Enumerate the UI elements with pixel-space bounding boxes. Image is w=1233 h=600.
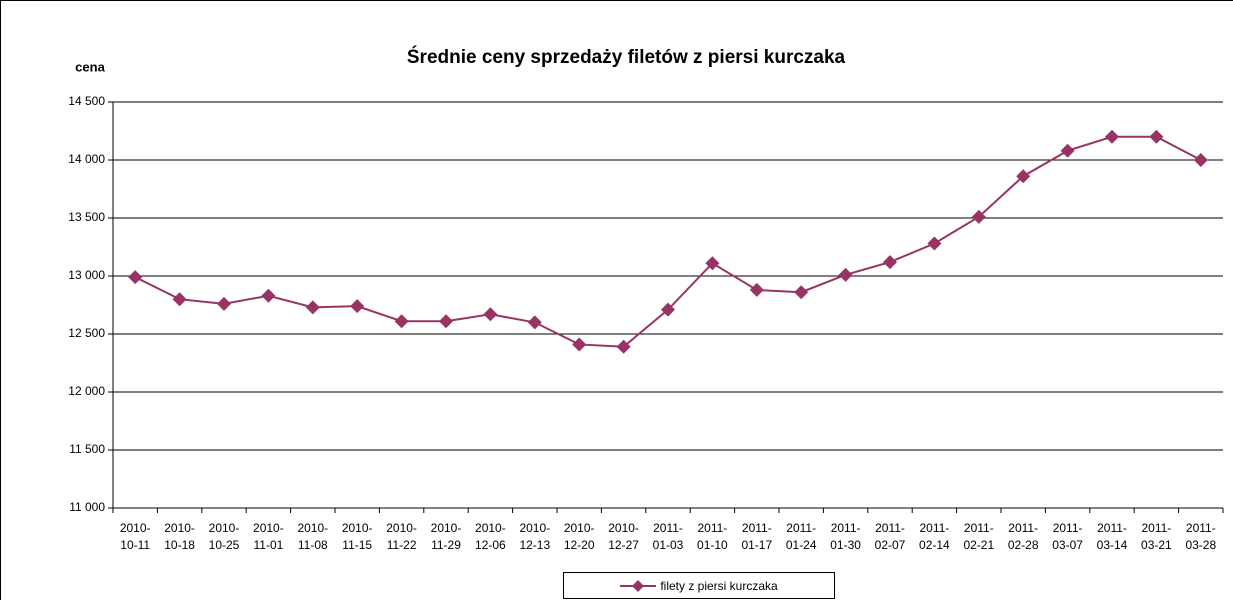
x-tick-label: 2011-02-07 <box>874 521 906 552</box>
point-marker <box>261 288 276 303</box>
point-marker <box>483 307 498 322</box>
y-tick-label: 13 000 <box>68 268 105 282</box>
x-tick-label: 2010-11-22 <box>386 521 417 552</box>
point-marker <box>1193 153 1208 167</box>
y-tick-label: 11 000 <box>69 500 105 514</box>
point-marker <box>616 339 631 354</box>
x-tick-label: 2011-03-07 <box>1052 521 1083 552</box>
x-tick-label: 2010-10-11 <box>119 521 151 552</box>
x-tick-label: 2011-01-24 <box>785 521 817 552</box>
x-tick-label: 2011-01-10 <box>697 521 728 552</box>
point-marker <box>527 315 542 330</box>
point-marker <box>971 209 986 224</box>
point-marker <box>927 236 942 251</box>
point-marker <box>794 285 809 300</box>
point-marker <box>172 292 187 307</box>
x-tick-label: 2011-02-21 <box>963 521 995 552</box>
point-marker <box>661 302 675 317</box>
point-marker <box>1060 143 1075 158</box>
x-tick-label: 2011-02-28 <box>1007 521 1039 552</box>
x-tick-label: 2010-11-08 <box>297 521 329 552</box>
x-tick-label: 2010-12-06 <box>475 521 506 552</box>
y-tick-label: 13 500 <box>68 210 105 224</box>
point-marker <box>883 255 897 270</box>
x-tick-label: 2010-12-20 <box>563 521 595 552</box>
point-marker <box>1149 129 1164 144</box>
x-tick-label: 2011-03-28 <box>1185 521 1217 552</box>
legend: filety z piersi kurczaka <box>563 572 835 599</box>
point-marker <box>217 296 231 311</box>
y-tick-label: 12 500 <box>68 326 105 340</box>
y-tick-label: 14 000 <box>68 152 105 166</box>
x-tick-label: 2011-03-14 <box>1096 521 1128 552</box>
x-tick-label: 2011-01-03 <box>652 521 684 552</box>
legend-label: filety z piersi kurczaka <box>660 578 778 593</box>
point-marker <box>572 337 587 352</box>
x-tick-label: 2010-11-15 <box>341 521 373 552</box>
x-tick-label: 2011-02-14 <box>919 521 950 552</box>
x-tick-label: 2010-11-29 <box>430 521 462 552</box>
point-marker <box>1105 129 1119 144</box>
point-marker <box>350 299 365 314</box>
y-tick-label: 14 500 <box>68 94 105 108</box>
point-marker <box>705 256 720 271</box>
point-marker <box>305 300 320 315</box>
x-tick-label: 2010-11-01 <box>253 521 284 552</box>
point-marker <box>749 282 764 297</box>
x-tick-label: 2011-01-30 <box>830 521 861 552</box>
point-marker <box>394 314 409 329</box>
point-marker <box>439 314 453 329</box>
legend-swatch <box>620 579 657 592</box>
point-marker <box>838 267 853 282</box>
y-axis-label: cena <box>75 59 105 74</box>
y-tick-label: 11 500 <box>69 442 105 456</box>
x-tick-label: 2010-10-18 <box>164 521 195 552</box>
x-tick-label: 2010-10-25 <box>208 521 240 552</box>
x-tick-label: 2011-03-21 <box>1141 521 1172 552</box>
x-tick-label: 2010-12-13 <box>519 521 551 552</box>
point-marker <box>128 270 143 285</box>
x-tick-label: 2011-01-17 <box>741 521 773 552</box>
x-tick-label: 2010-12-27 <box>608 521 639 552</box>
chart-title: Średnie ceny sprzedaży filetów z piersi … <box>407 46 846 68</box>
y-tick-label: 12 000 <box>68 384 105 398</box>
point-marker <box>1016 169 1031 184</box>
